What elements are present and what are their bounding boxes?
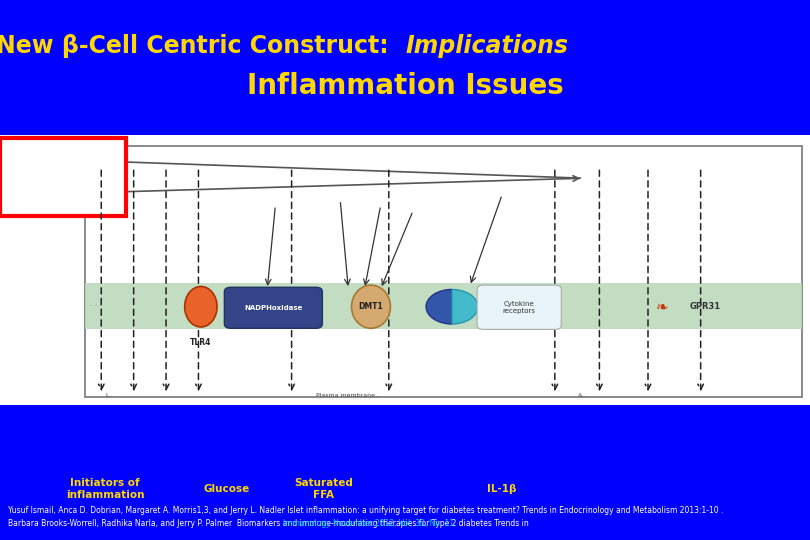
Text: New β-Cell Centric Construct:: New β-Cell Centric Construct:: [0, 34, 405, 58]
Text: · · ·: · · ·: [90, 302, 101, 311]
Bar: [0, 135, 810, 405]
Text: Cytokine
receptors: Cytokine receptors: [503, 300, 535, 314]
Text: TLR4: TLR4: [190, 338, 211, 347]
Text: NADPHoxidase: NADPHoxidase: [245, 305, 303, 311]
Text: ❧: ❧: [656, 299, 669, 314]
Text: Immunology November 2012, Vol. 33, No. 11: Immunology November 2012, Vol. 33, No. 1…: [283, 519, 454, 528]
Text: Plasma membrane...: Plasma membrane...: [316, 393, 381, 399]
Text: Initiators of
inflammation: Initiators of inflammation: [66, 477, 144, 500]
Text: I...: I...: [105, 393, 113, 399]
Text: GPR31: GPR31: [689, 302, 720, 311]
Text: IL-1β: IL-1β: [488, 484, 517, 494]
Text: Barbara Brooks-Worrell, Radhika Narla, and Jerry P. Palmer  Biomarkers and immun: Barbara Brooks-Worrell, Radhika Narla, a…: [8, 519, 531, 528]
Text: A...: A...: [578, 393, 588, 399]
Wedge shape: [426, 289, 452, 324]
Text: Yusuf Ismail, Anca D. Dobrian, Margaret A. Morris1,3, and Jerry L. Nadler Islet : Yusuf Ismail, Anca D. Dobrian, Margaret …: [8, 506, 723, 515]
Wedge shape: [452, 289, 478, 324]
Text: Saturated
FFA: Saturated FFA: [295, 477, 353, 500]
Ellipse shape: [185, 286, 217, 327]
Text: DMT1: DMT1: [359, 302, 383, 311]
Bar: [0, 138, 126, 216]
Text: Inflammation Issues: Inflammation Issues: [246, 72, 564, 100]
Bar: [85, 146, 802, 397]
Text: Implications: Implications: [405, 34, 568, 58]
Bar: [85, 284, 802, 329]
Ellipse shape: [352, 285, 390, 328]
Text: Glucose: Glucose: [203, 484, 250, 494]
FancyBboxPatch shape: [224, 287, 322, 328]
FancyBboxPatch shape: [477, 285, 561, 329]
